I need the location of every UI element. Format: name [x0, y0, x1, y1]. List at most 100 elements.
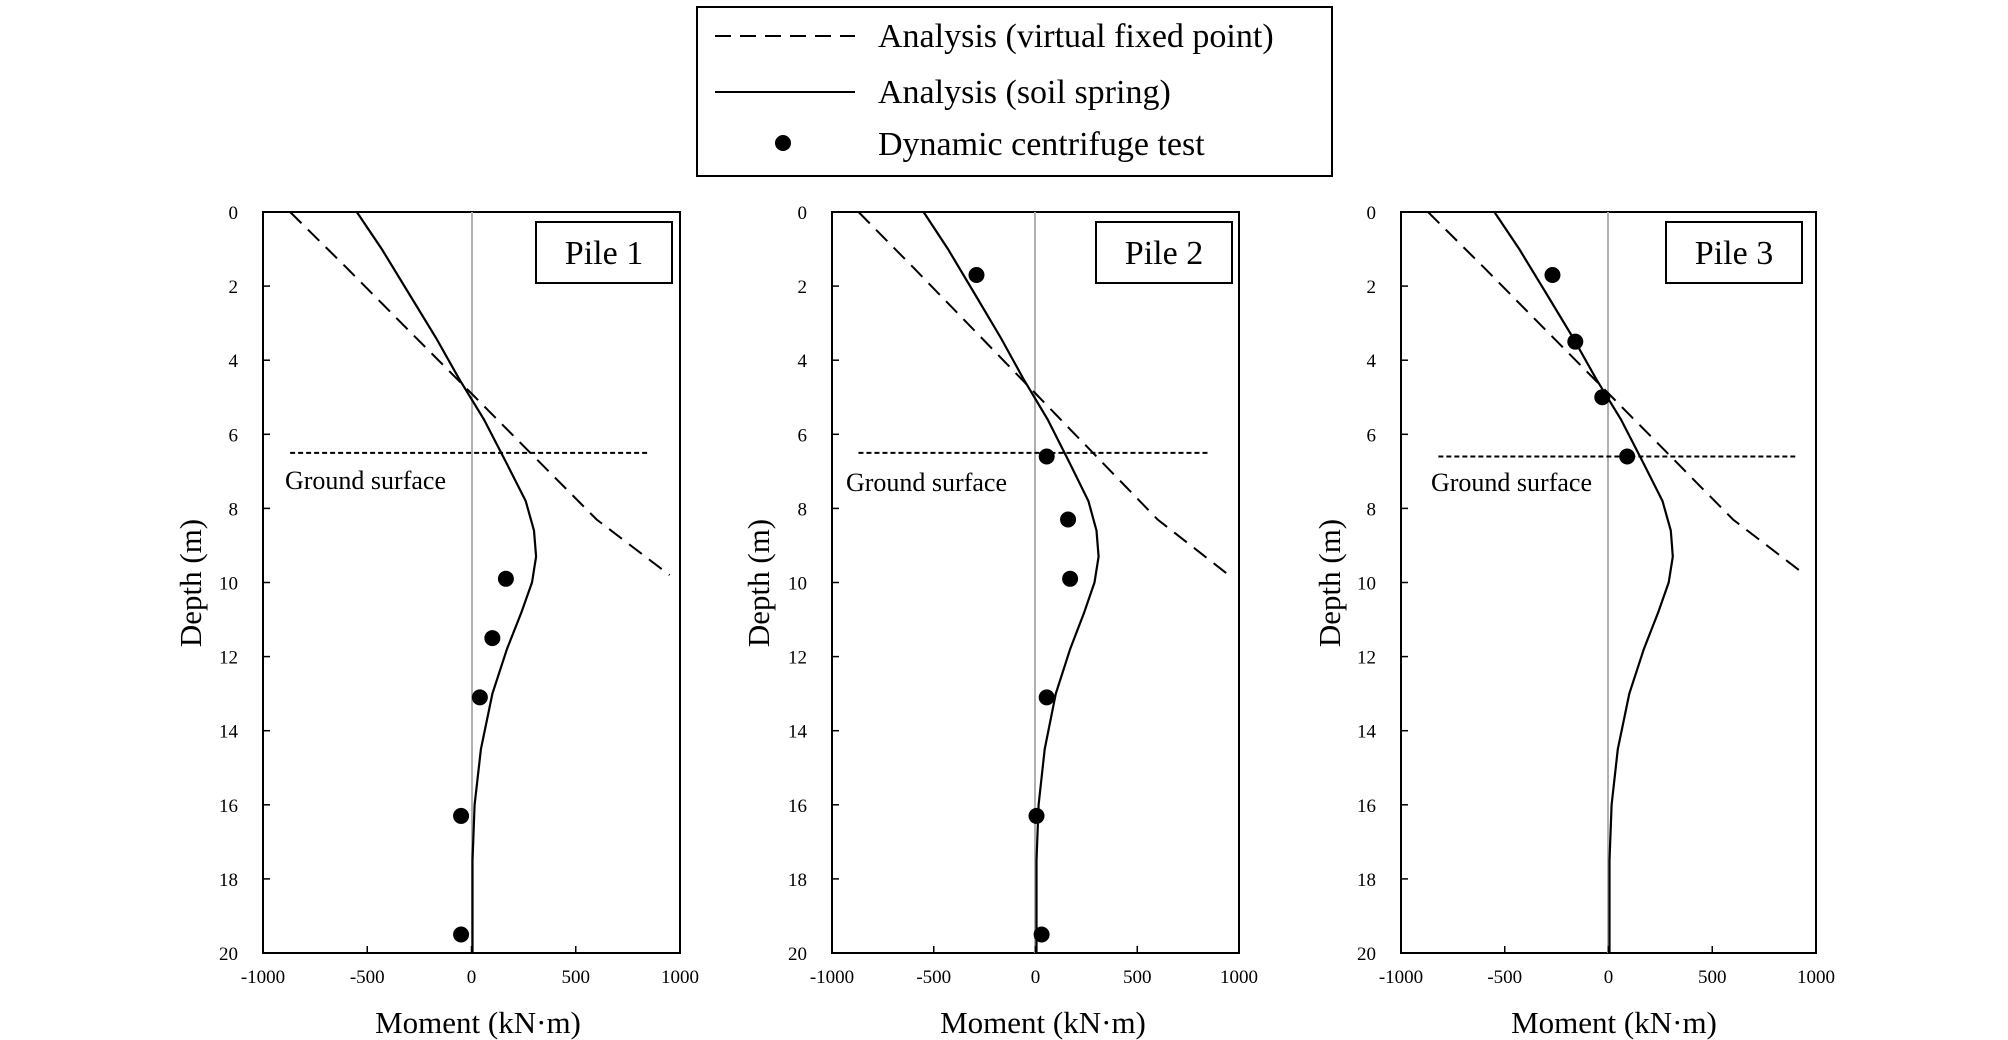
data-point — [1060, 511, 1077, 528]
series-soil-spring — [355, 211, 538, 953]
y-tick-label: 8 — [1367, 499, 1377, 520]
data-point — [471, 689, 488, 706]
data-point — [968, 266, 985, 283]
y-tick-label: 4 — [798, 351, 808, 372]
y-tick-label: 10 — [1357, 574, 1376, 595]
y-tick-label: 12 — [1357, 648, 1376, 669]
ground-surface-label: Ground surface — [1431, 468, 1592, 497]
y-ticks: 0 2 4 6 8 10 12 14 16 18 20 — [788, 203, 839, 965]
pile-label-box — [1095, 221, 1233, 284]
y-tick-label: 4 — [229, 351, 239, 372]
x-ticks: -1000 -500 0 500 1000 — [810, 946, 1258, 988]
y-tick-label: 10 — [788, 574, 807, 595]
data-point — [484, 630, 501, 647]
y-tick-label: 0 — [229, 203, 239, 224]
data-point — [497, 570, 514, 587]
legend-label-centrifuge-test: Dynamic centrifuge test — [878, 126, 1205, 163]
x-tick-label: -500 — [350, 967, 385, 988]
y-tick-label: 8 — [798, 499, 808, 520]
y-tick-label: 12 — [219, 648, 238, 669]
y-tick-label: 16 — [788, 796, 807, 817]
x-axis-title: Moment (kN·m) — [1511, 1005, 1717, 1040]
x-tick-label: 1000 — [1220, 967, 1258, 988]
x-tick-label: -1000 — [810, 967, 854, 988]
y-tick-label: 6 — [1367, 425, 1377, 446]
y-tick-label: 2 — [1367, 277, 1377, 298]
x-axis-title: Moment (kN·m) — [375, 1005, 581, 1040]
y-axis-title: Depth (m) — [173, 519, 208, 647]
y-tick-label: 6 — [229, 425, 239, 446]
y-tick-label: 12 — [788, 648, 807, 669]
x-tick-label: 500 — [562, 967, 591, 988]
data-point — [1544, 266, 1561, 283]
data-point — [453, 926, 470, 943]
y-tick-label: 16 — [219, 796, 238, 817]
y-tick-label: 20 — [788, 944, 807, 965]
y-tick-label: 8 — [229, 499, 239, 520]
x-ticks: -1000 -500 0 500 1000 — [241, 946, 699, 988]
y-ticks: 0 2 4 6 8 10 12 14 16 18 20 — [1357, 203, 1408, 965]
y-tick-label: 6 — [798, 425, 808, 446]
y-tick-label: 2 — [229, 277, 239, 298]
series-centrifuge-test — [453, 570, 514, 943]
y-tick-label: 14 — [219, 722, 239, 743]
data-point — [1038, 448, 1055, 465]
x-tick-label: 500 — [1698, 967, 1727, 988]
y-tick-label: 0 — [1367, 203, 1377, 224]
series-soil-spring — [922, 211, 1100, 953]
y-tick-label: 2 — [798, 277, 808, 298]
y-tick-label: 18 — [219, 870, 238, 891]
y-axis-title: Depth (m) — [741, 519, 776, 647]
ground-surface-label: Ground surface — [285, 466, 446, 495]
data-point — [1619, 448, 1636, 465]
x-tick-label: -500 — [916, 967, 951, 988]
y-tick-label: 14 — [1357, 722, 1377, 743]
x-tick-label: -1000 — [241, 967, 285, 988]
series-centrifuge-test — [1544, 266, 1636, 465]
x-axis-title: Moment (kN·m) — [940, 1005, 1146, 1040]
data-point — [453, 807, 470, 824]
x-tick-label: 1000 — [661, 967, 699, 988]
pile-label-box — [535, 221, 673, 284]
y-ticks: 0 2 4 6 8 10 12 14 16 18 20 — [219, 203, 270, 965]
y-tick-label: 20 — [1357, 944, 1376, 965]
data-point — [1062, 570, 1079, 587]
y-axis-title: Depth (m) — [1312, 519, 1347, 647]
legend-marker-sample — [775, 135, 791, 151]
pile-label-box — [1665, 221, 1803, 284]
y-tick-label: 0 — [798, 203, 808, 224]
x-tick-label: 0 — [467, 967, 477, 988]
x-tick-label: -1000 — [1379, 967, 1423, 988]
x-ticks: -1000 -500 0 500 1000 — [1379, 946, 1835, 988]
data-point — [1033, 926, 1050, 943]
y-tick-label: 18 — [1357, 870, 1376, 891]
legend: Analysis (virtual fixed point) Analysis … — [696, 6, 1333, 177]
pile-label: Pile 3 — [1695, 235, 1773, 272]
data-point — [1594, 389, 1611, 406]
x-tick-label: 0 — [1031, 967, 1041, 988]
legend-label-virtual-fixed-point: Analysis (virtual fixed point) — [878, 18, 1274, 55]
data-point — [1567, 333, 1584, 350]
panel-pile-2: 0 2 4 6 8 10 12 14 16 18 20 -1000 -500 0 500 1000 Grou… — [741, 203, 1258, 1040]
panel-pile-1: 0 2 4 6 8 10 12 14 16 18 20 -1000 -500 0 500 1000 Grou… — [173, 203, 699, 1040]
y-tick-label: 16 — [1357, 796, 1376, 817]
y-tick-label: 14 — [788, 722, 808, 743]
series-centrifuge-test — [968, 266, 1079, 943]
ground-surface-label: Ground surface — [846, 468, 1007, 497]
x-tick-label: 1000 — [1797, 967, 1835, 988]
panel-pile-3: 0 2 4 6 8 10 12 14 16 18 20 -1000 -500 0 500 1000 Grou… — [1312, 203, 1835, 1040]
pile-label: Pile 2 — [1125, 235, 1203, 272]
series-soil-spring — [1493, 211, 1674, 953]
y-tick-label: 20 — [219, 944, 238, 965]
x-tick-label: 0 — [1604, 967, 1614, 988]
data-point — [1038, 689, 1055, 706]
y-tick-label: 10 — [219, 574, 238, 595]
legend-label-soil-spring: Analysis (soil spring) — [878, 74, 1171, 111]
series-virtual-fixed-point — [857, 211, 1230, 576]
series-virtual-fixed-point — [289, 211, 671, 576]
y-tick-label: 4 — [1367, 351, 1377, 372]
x-tick-label: 500 — [1123, 967, 1152, 988]
pile-label: Pile 1 — [565, 235, 643, 272]
data-point — [1028, 807, 1045, 824]
